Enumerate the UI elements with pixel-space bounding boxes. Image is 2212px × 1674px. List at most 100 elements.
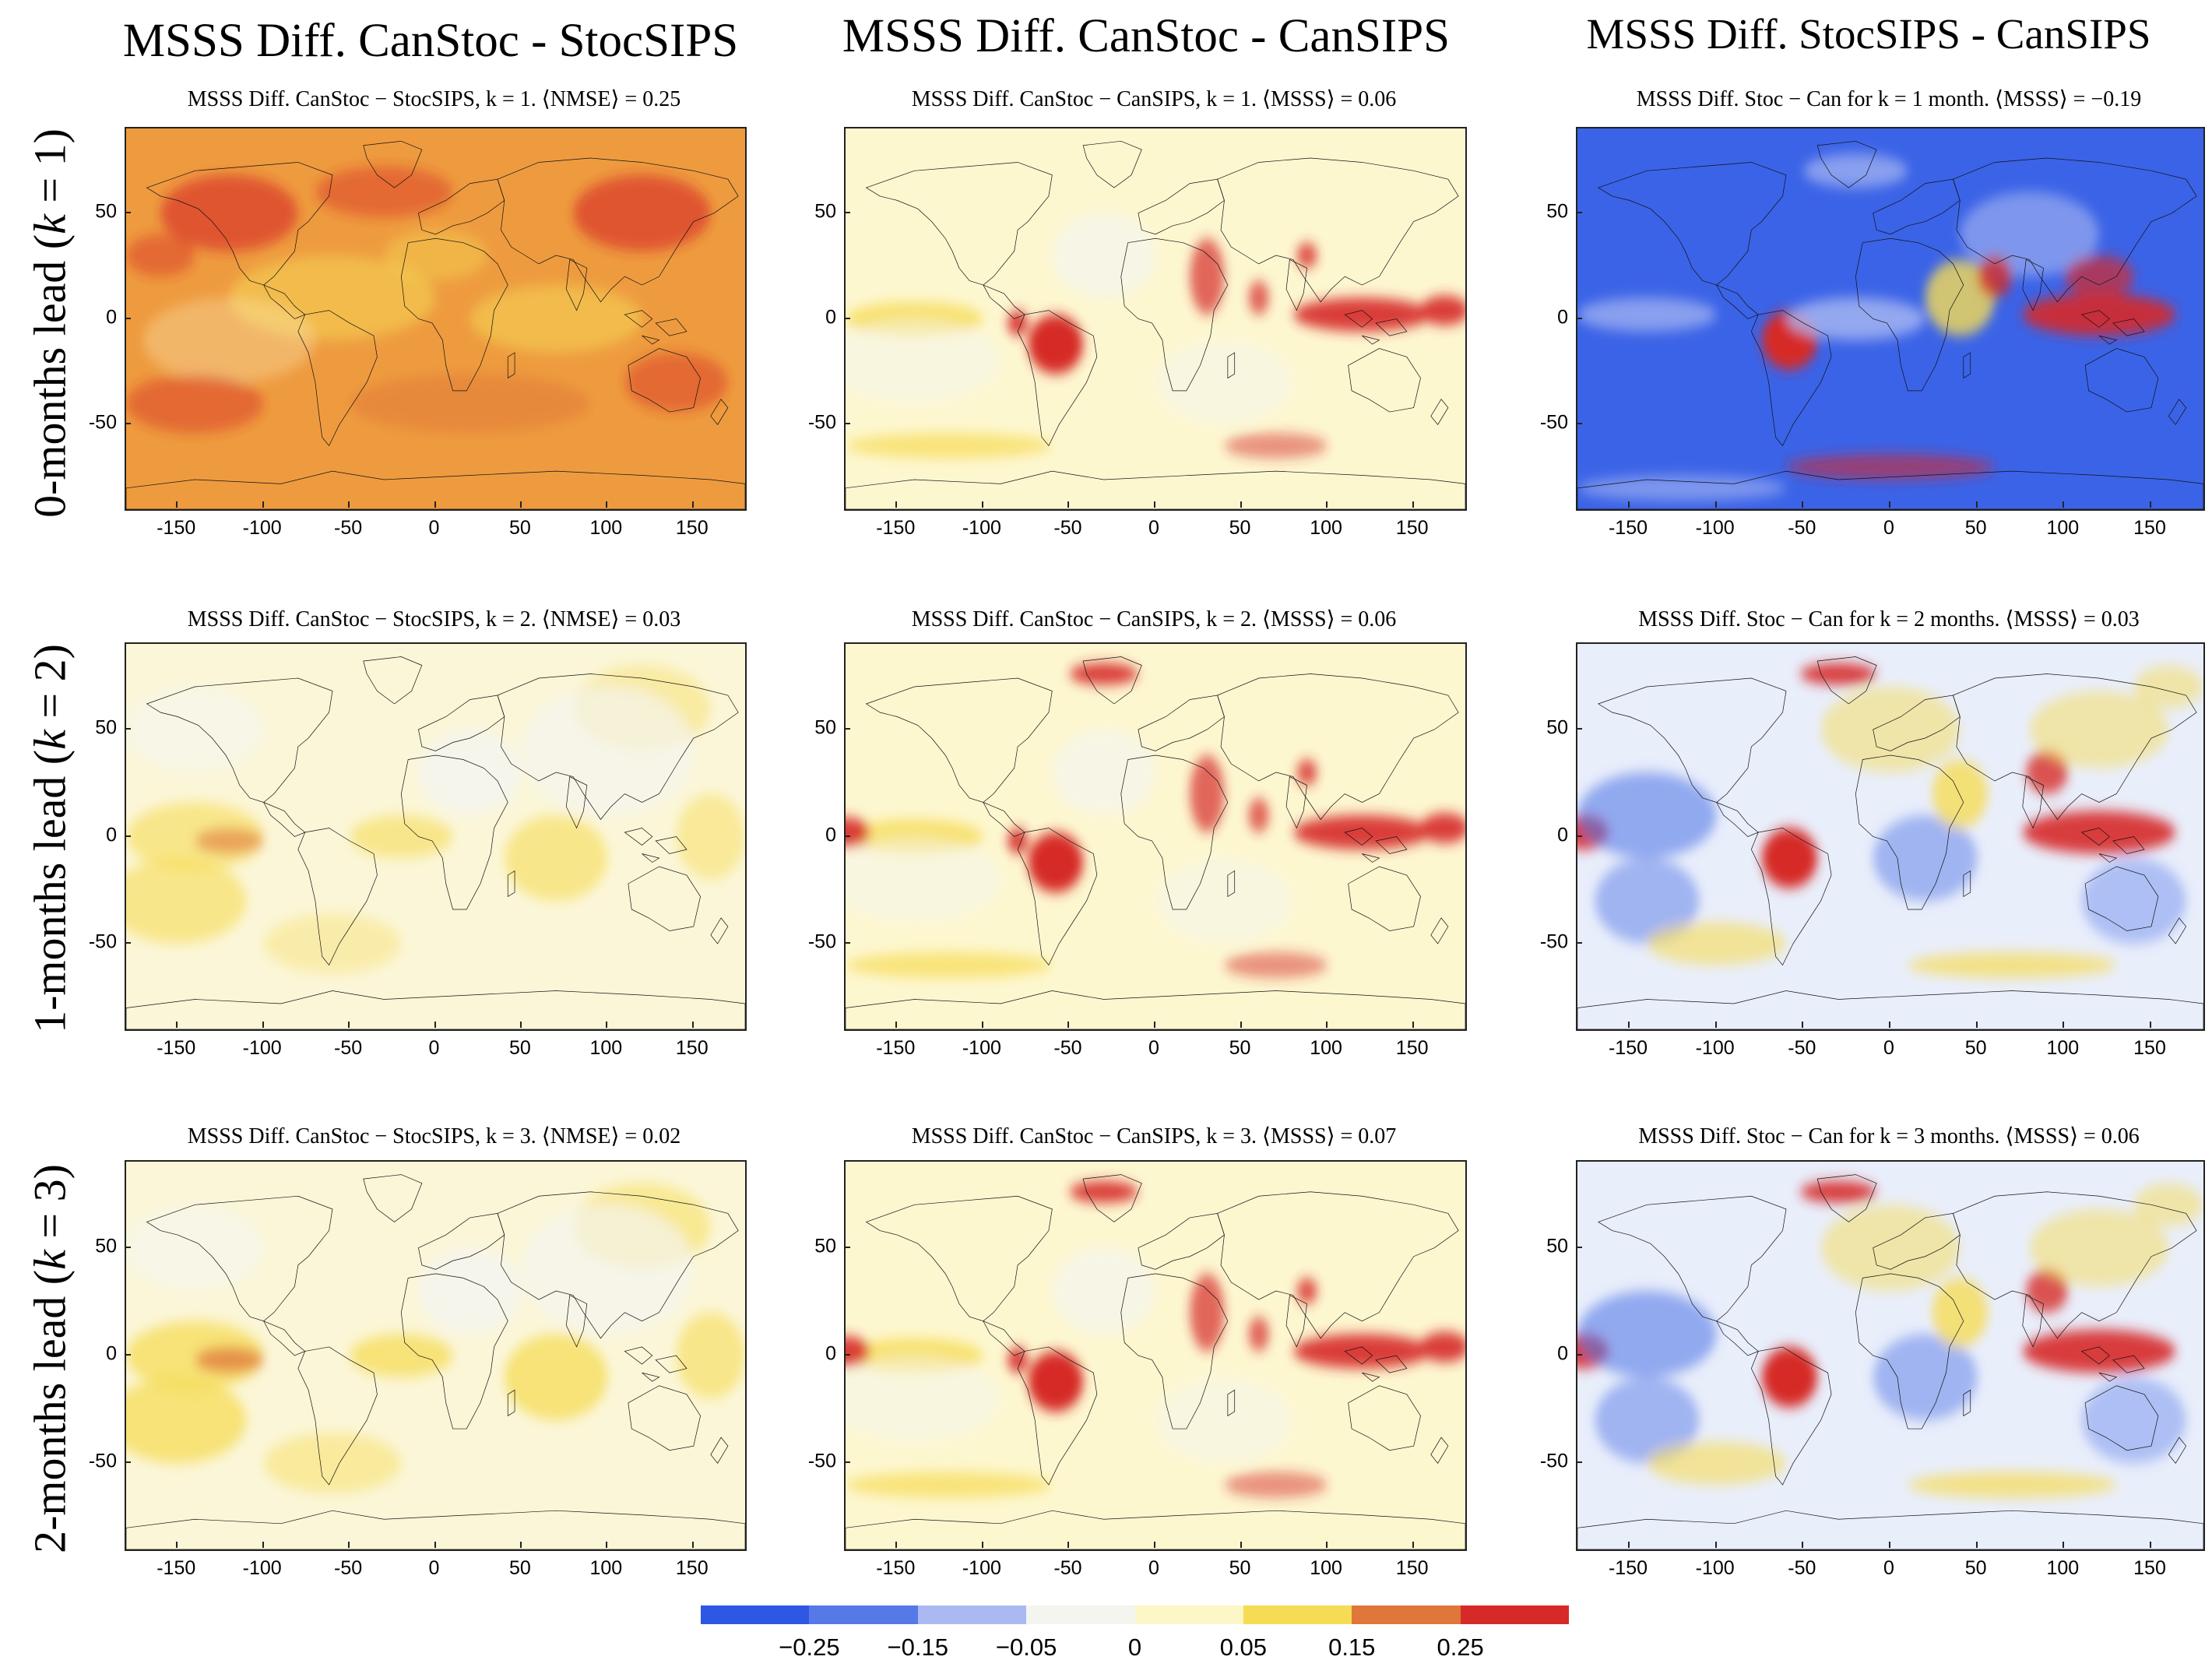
heatmap-region [384, 230, 487, 281]
coastline [1083, 657, 1141, 705]
x-tick-mark [262, 501, 264, 508]
heatmap-region [1977, 255, 2013, 298]
heatmap-region [1908, 952, 2117, 978]
coastline [1218, 674, 1459, 820]
y-tick-label: -50 [807, 1450, 836, 1472]
x-tick-mark [2150, 501, 2151, 508]
coastline [1751, 1347, 1831, 1485]
x-tick-label: 100 [1310, 1037, 1342, 1059]
x-tick-mark [176, 1022, 178, 1028]
heatmap-region [126, 1377, 247, 1464]
heatmap-region [1932, 1278, 1989, 1347]
x-tick-label: 100 [589, 1037, 623, 1059]
coastline [418, 695, 504, 751]
x-tick-label: -50 [1788, 1037, 1816, 1059]
heatmap-region [1296, 759, 1317, 786]
y-tick-label: -50 [88, 1450, 117, 1472]
x-tick-mark [1802, 501, 1804, 508]
coastline [1953, 158, 2196, 302]
y-tick-label: 0 [106, 306, 117, 328]
map-plot [1576, 1160, 2205, 1551]
coastline [1873, 695, 1961, 751]
coastline [364, 657, 422, 705]
map-svg [1577, 1162, 2203, 1549]
colorbar-tick-label: −0.15 [887, 1634, 948, 1661]
coastline [2082, 311, 2110, 328]
coastline [1349, 349, 1421, 413]
coastline [508, 1390, 515, 1416]
colorbar-segment [917, 1605, 1027, 1624]
x-tick-label: 150 [2133, 517, 2166, 539]
coastline [498, 1192, 738, 1338]
colorbar-segment [1134, 1605, 1243, 1624]
x-tick-label: 150 [675, 1557, 709, 1579]
x-tick-label: -100 [962, 1037, 1001, 1059]
heatmap-region [2026, 751, 2068, 794]
heatmap-region [2029, 1208, 2169, 1287]
heatmap-region [350, 815, 453, 858]
x-tick-mark [1714, 1542, 1717, 1548]
coastline [298, 828, 378, 965]
x-tick-mark [981, 1542, 983, 1548]
coastline [1873, 179, 1961, 234]
y-tick-label: -50 [1539, 1450, 1568, 1472]
heatmap-region [1028, 315, 1084, 375]
coastline [1577, 1510, 2203, 1549]
coastline [2082, 828, 2110, 846]
y-tick-label: 0 [1557, 1342, 1568, 1365]
x-tick-mark [348, 1022, 350, 1028]
colorbar-tick-label: 0.25 [1437, 1634, 1484, 1661]
heatmap-region [624, 352, 728, 413]
heatmap-region [350, 374, 591, 434]
y-tick-mark [844, 317, 850, 319]
heatmap-region [573, 174, 711, 251]
x-tick-mark [1802, 1542, 1804, 1548]
heatmap-region [1873, 1334, 1978, 1420]
heatmap-region [1155, 339, 1293, 425]
colorbar-tick-label: 0.15 [1328, 1634, 1376, 1661]
heatmap-region [195, 1346, 264, 1373]
x-tick-mark [1240, 1022, 1242, 1028]
x-tick-label: 0 [1883, 1557, 1894, 1579]
heatmap-region [2026, 1269, 2068, 1313]
map-plot [844, 1160, 1467, 1551]
x-tick-label: -50 [1053, 1037, 1082, 1059]
coastline [1964, 1390, 1971, 1416]
coastline [711, 918, 728, 944]
heatmap-region [1420, 813, 1465, 843]
heatmap-region [418, 730, 522, 815]
x-tick-label: -150 [1608, 517, 1648, 539]
heatmap-region [126, 687, 264, 772]
x-tick-label: 0 [1148, 1557, 1159, 1579]
y-tick-mark [125, 1461, 131, 1464]
coastline [566, 259, 587, 310]
y-tick-mark [1576, 942, 1582, 944]
coastline [2085, 1386, 2158, 1451]
y-tick-label: 50 [814, 1235, 836, 1257]
heatmap-region [1155, 858, 1293, 944]
coastline [1345, 311, 1372, 328]
coastline [298, 311, 378, 446]
map-plot [1576, 127, 2205, 511]
heatmap-region [504, 1334, 608, 1420]
x-tick-label: -50 [334, 1037, 363, 1059]
x-tick-mark [1412, 1542, 1414, 1548]
x-tick-label: 50 [509, 1557, 531, 1579]
coastline [2085, 349, 2158, 413]
coastline [264, 285, 305, 318]
x-tick-mark [1154, 501, 1155, 508]
colorbar-segment [1352, 1605, 1461, 1624]
y-tick-mark [125, 1246, 131, 1248]
x-tick-mark [1067, 1022, 1070, 1028]
heatmap-region [1647, 1441, 1786, 1485]
heatmap-region [1577, 1291, 1717, 1377]
x-tick-mark [1326, 1022, 1328, 1028]
coastline [1083, 141, 1141, 188]
x-tick-mark [895, 501, 898, 508]
x-tick-mark [1975, 501, 1978, 508]
heatmap-region [126, 802, 264, 871]
y-tick-label: 50 [814, 200, 836, 223]
heatmap-region [1155, 1377, 1293, 1464]
x-tick-label: -100 [1695, 1557, 1735, 1579]
x-tick-label: 50 [1964, 1557, 1987, 1579]
